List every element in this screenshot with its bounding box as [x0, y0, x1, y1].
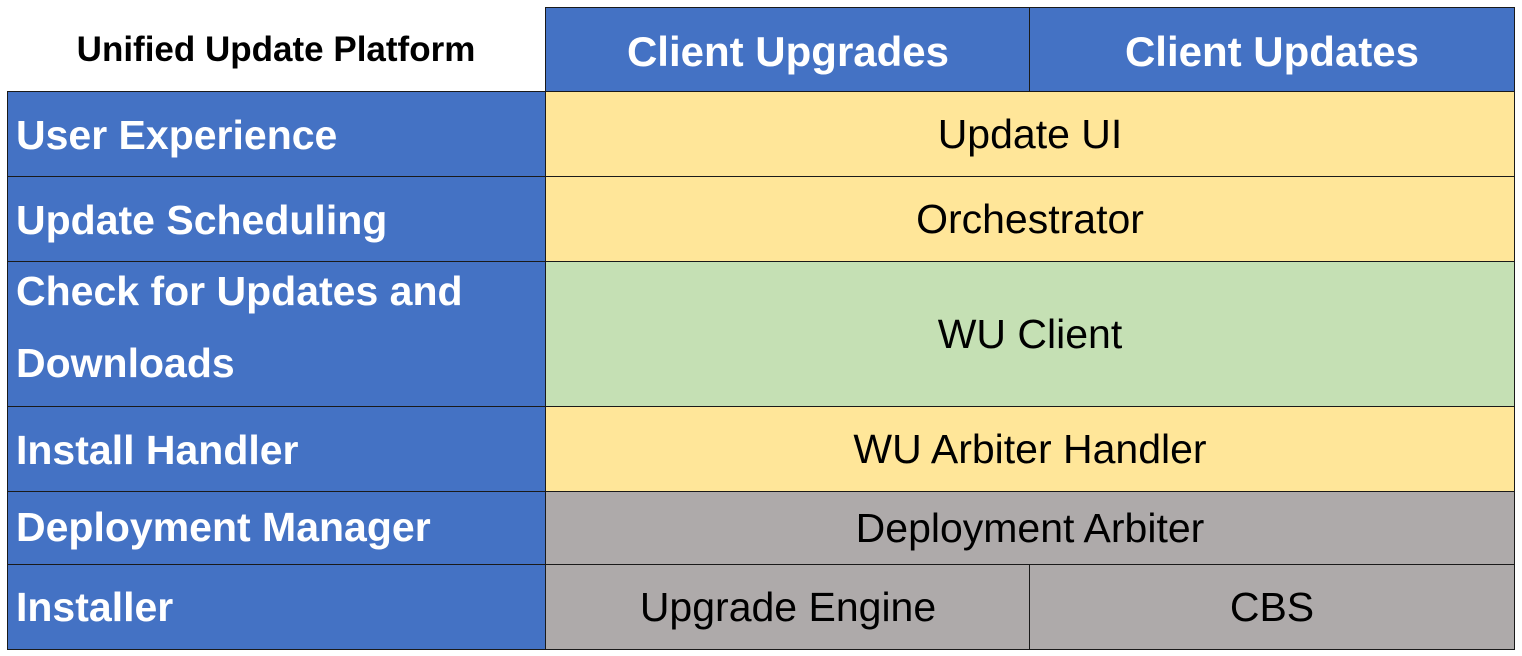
column-header-client-upgrades: Client Upgrades — [545, 7, 1031, 93]
cell-update-ui: Update UI — [545, 91, 1515, 178]
row-label-installer: Installer — [7, 564, 547, 650]
cell-wu-arbiter-handler: WU Arbiter Handler — [545, 406, 1515, 493]
diagram-title: Unified Update Platform — [76, 29, 476, 69]
cell-cbs: CBS — [1029, 564, 1515, 650]
row-label-deployment-manager: Deployment Manager — [7, 491, 547, 566]
cell-upgrade-engine: Upgrade Engine — [545, 564, 1031, 650]
cell-deployment-arbiter: Deployment Arbiter — [545, 491, 1515, 566]
row-label-user-experience: User Experience — [7, 91, 547, 178]
column-header-client-updates: Client Updates — [1029, 7, 1515, 93]
cell-wu-client: WU Client — [545, 261, 1515, 408]
row-label-check-for-updates: Check for Updates and Downloads — [7, 261, 547, 408]
cell-orchestrator: Orchestrator — [545, 176, 1515, 263]
row-label-install-handler: Install Handler — [7, 406, 547, 493]
row-label-update-scheduling: Update Scheduling — [7, 176, 547, 263]
